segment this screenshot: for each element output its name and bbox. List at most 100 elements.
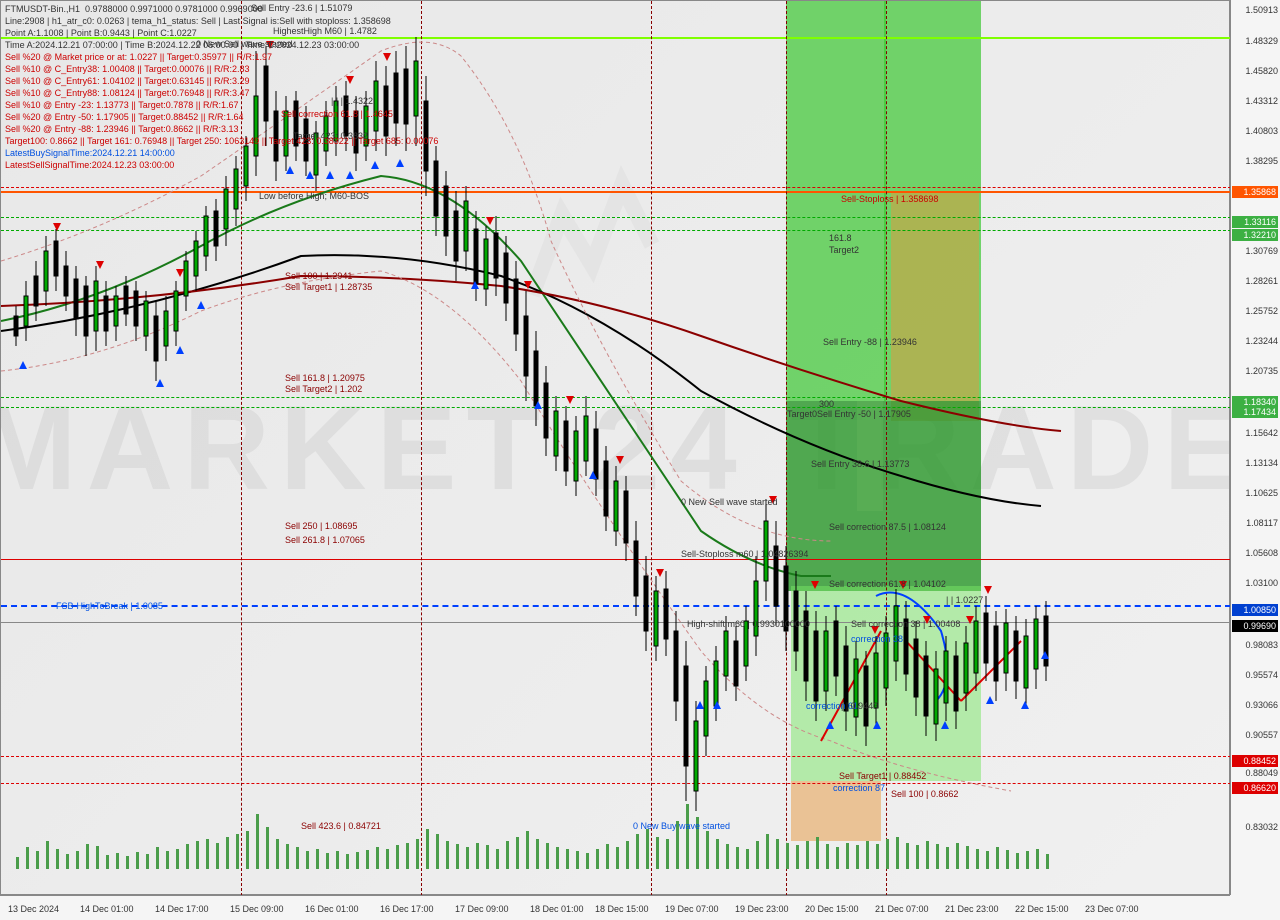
x-tick: 23 Dec 07:00	[1085, 904, 1139, 914]
y-tick: 0.88452	[1232, 755, 1278, 767]
arrow-down	[966, 616, 974, 624]
y-tick: 1.48329	[1232, 36, 1278, 46]
arrow-up	[176, 346, 184, 354]
info-line-0: Line:2908 | h1_atr_c0: 0.0263 | tema_h1_…	[5, 15, 438, 27]
arrow-down	[616, 456, 624, 464]
y-tick: 1.28261	[1232, 276, 1278, 286]
y-tick: 0.99690	[1232, 620, 1278, 632]
y-tick: 1.32210	[1232, 229, 1278, 241]
arrow-up	[471, 281, 479, 289]
y-tick: 1.30769	[1232, 246, 1278, 256]
label-sell-423: Sell 423.6 | 0.84721	[301, 821, 381, 831]
y-tick: 1.43312	[1232, 96, 1278, 106]
arrow-up	[346, 171, 354, 179]
x-tick: 18 Dec 01:00	[530, 904, 584, 914]
label-sell-2618: Sell 261.8 | 1.07065	[285, 535, 365, 545]
info-line-11: LatestBuySignalTime:2024.12.21 14:00:00	[5, 147, 438, 159]
label-sell-stoploss: Sell-Stoploss | 1.358698	[841, 194, 938, 204]
x-tick: 19 Dec 23:00	[735, 904, 789, 914]
arrow-up	[713, 701, 721, 709]
y-tick: 0.88049	[1232, 768, 1278, 778]
info-line-4: Sell %10 @ C_Entry38: 1.00408 || Target:…	[5, 63, 438, 75]
arrow-up	[156, 379, 164, 387]
y-tick: 0.83032	[1232, 822, 1278, 832]
arrow-down	[486, 217, 494, 225]
arrow-down	[811, 581, 819, 589]
label-high-shift: High-shift m60 | 0.9930100000	[687, 619, 810, 629]
label-target2: Target2	[829, 245, 859, 255]
y-tick: 1.40803	[1232, 126, 1278, 136]
arrow-up	[941, 721, 949, 729]
x-tick: 16 Dec 01:00	[305, 904, 359, 914]
x-tick: 19 Dec 07:00	[665, 904, 719, 914]
symbol-name: FTMUSDT-Bin.,H1	[5, 4, 80, 14]
info-block: FTMUSDT-Bin.,H1 0.9788000 0.9971000 0.97…	[5, 3, 438, 171]
label-sell-target2: Sell Target2 | 1.202	[285, 384, 362, 394]
y-tick: 0.95574	[1232, 670, 1278, 680]
arrow-up	[826, 721, 834, 729]
arrow-up	[326, 171, 334, 179]
arrow-up	[197, 301, 205, 309]
info-line-5: Sell %10 @ C_Entry61: 1.04102 || Target:…	[5, 75, 438, 87]
arrow-down	[96, 261, 104, 269]
arrow-up	[873, 721, 881, 729]
label-sell-100: Sell 100 | 1.2941	[285, 271, 352, 281]
arrow-up	[986, 696, 994, 704]
label-sell-corr-38: Sell correction 38 | 1.00408	[851, 619, 960, 629]
label-sell-100-08662: Sell 100 | 0.8662	[891, 789, 958, 799]
x-tick: 22 Dec 15:00	[1015, 904, 1069, 914]
y-tick: 1.13134	[1232, 458, 1278, 468]
y-tick: 1.33116	[1232, 216, 1278, 228]
label-300: 300	[819, 399, 834, 409]
y-tick: 1.25752	[1232, 306, 1278, 316]
y-tick: 1.17434	[1232, 406, 1278, 418]
label-09443: | | 0.9443	[841, 701, 878, 711]
arrow-up	[1041, 651, 1049, 659]
y-tick: 1.35868	[1232, 186, 1278, 198]
label-10227: | | 1.0227	[946, 595, 983, 605]
arrow-down	[566, 396, 574, 404]
chart-area[interactable]: MARKET 24 TRADE	[0, 0, 1230, 895]
y-tick: 1.05608	[1232, 548, 1278, 558]
arrow-up	[19, 361, 27, 369]
x-axis: 13 Dec 202414 Dec 01:0014 Dec 17:0015 De…	[0, 895, 1230, 920]
y-axis: 1.509131.483291.458201.433121.408031.382…	[1230, 0, 1280, 895]
label-sell-corr-618-mid: Sell correction 61.8 | 1.04102	[829, 579, 946, 589]
arrow-down	[656, 569, 664, 577]
label-sell-target1: Sell Target1 | 1.28735	[285, 282, 372, 292]
label-sell-corr-875: Sell correction 87.5 | 1.08124	[829, 522, 946, 532]
y-tick: 1.10625	[1232, 488, 1278, 498]
x-tick: 17 Dec 09:00	[455, 904, 509, 914]
y-tick: 1.20735	[1232, 366, 1278, 376]
arrow-up	[1021, 701, 1029, 709]
y-tick: 1.45820	[1232, 66, 1278, 76]
y-tick: 1.03100	[1232, 578, 1278, 588]
y-tick: 1.00850	[1232, 604, 1278, 616]
arrow-down	[53, 223, 61, 231]
info-line-7: Sell %10 @ Entry -23: 1.13773 || Target:…	[5, 99, 438, 111]
arrow-up	[306, 171, 314, 179]
label-fsb-high: FSB-HighToBreak | 1.0085	[56, 601, 163, 611]
info-line-8: Sell %20 @ Entry -50: 1.17905 || Target:…	[5, 111, 438, 123]
x-tick: 20 Dec 15:00	[805, 904, 859, 914]
label-sell-entry-23: Sell Entry 38.6 | 1.13773	[811, 459, 909, 469]
info-line-2: Time A:2024.12.21 07:00:00 | Time B:2024…	[5, 39, 438, 51]
x-tick: 16 Dec 17:00	[380, 904, 434, 914]
y-tick: 0.90557	[1232, 730, 1278, 740]
arrow-down	[176, 269, 184, 277]
x-tick: 13 Dec 2024	[8, 904, 59, 914]
label-correction-87: correction 87	[833, 783, 885, 793]
label-1618: 161.8	[829, 233, 852, 243]
label-sell-entry-50: Sell Entry -50 | 1.17905	[817, 409, 911, 419]
info-line-3: Sell %20 @ Market price or at: 1.0227 ||…	[5, 51, 438, 63]
label-low-before-high: Low before High; M60-BOS	[259, 191, 369, 201]
arrow-up	[534, 401, 542, 409]
label-sell-1618: Sell 161.8 | 1.20975	[285, 373, 365, 383]
label-correction-38: correction 38	[851, 634, 903, 644]
arrow-up	[589, 471, 597, 479]
y-tick: 1.23244	[1232, 336, 1278, 346]
label-new-sell-wave-mid: 0 New Sell wave started	[681, 497, 778, 507]
label-sell-target1-088: Sell Target1 | 0.88452	[839, 771, 926, 781]
y-tick: 1.50913	[1232, 5, 1278, 15]
ohlc-values: 0.9788000 0.9971000 0.9781000 0.9969000	[85, 4, 263, 14]
